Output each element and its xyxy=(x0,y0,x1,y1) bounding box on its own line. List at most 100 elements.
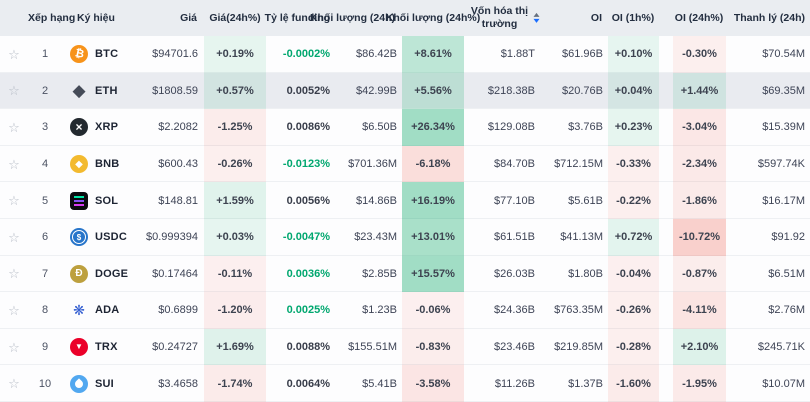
oi-1h-cell: +0.72% xyxy=(608,218,659,256)
market-cap-cell: $77.10B xyxy=(494,194,535,207)
volume-chg-cell: +16.19% xyxy=(402,182,464,219)
sort-icon[interactable] xyxy=(533,13,540,23)
price-chg-cell: -1.25% xyxy=(204,109,266,146)
oi-1h-cell: +0.23% xyxy=(608,109,659,146)
header-oi-24h[interactable]: OI (24h%) xyxy=(674,12,724,24)
rank-cell: 9 xyxy=(41,341,49,354)
star-icon[interactable]: ☆ xyxy=(8,193,20,209)
header-volume[interactable]: Khối lượng (24h) xyxy=(309,12,395,24)
funding-cell: 0.0064% xyxy=(286,377,330,390)
oi-1h-cell: -0.26% xyxy=(608,292,659,329)
symbol-cell[interactable]: ETH xyxy=(62,73,152,110)
table-row[interactable]: ☆ 3 XRP $2.2082 -1.25% 0.0086% $6.50B +2… xyxy=(0,109,810,146)
funding-cell: -0.0002% xyxy=(282,48,330,61)
volume-cell: $14.86B xyxy=(356,194,397,207)
table-row[interactable]: ☆ 7 DOGE $0.17464 -0.11% 0.0036% $2.85B … xyxy=(0,255,810,293)
liquidation-cell: $245.71K xyxy=(757,341,805,354)
doge-icon xyxy=(70,264,88,283)
volume-cell: $6.50B xyxy=(362,121,397,134)
table-row[interactable]: ☆ 5 SOL $148.81 +1.59% 0.0056% $14.86B +… xyxy=(0,182,810,219)
header-oi-1h[interactable]: OI (1h%) xyxy=(611,12,655,24)
table-row[interactable]: ☆ 4 BNB $600.43 -0.26% -0.0123% $701.36M… xyxy=(0,145,810,183)
market-cap-cell: $84.70B xyxy=(494,158,535,171)
star-icon[interactable]: ☆ xyxy=(8,83,20,99)
funding-cell: -0.0123% xyxy=(282,158,330,171)
header-funding[interactable]: Tỷ lệ funding xyxy=(264,12,330,24)
oi-24h-cell: -3.04% xyxy=(659,109,726,146)
star-icon[interactable]: ☆ xyxy=(8,229,20,245)
price-chg-cell: +0.03% xyxy=(204,218,266,256)
star-icon[interactable]: ☆ xyxy=(8,339,20,355)
oi-cell: $3.76B xyxy=(568,121,603,134)
table-row[interactable]: ☆ 2 ETH $1808.59 +0.57% 0.0052% $42.99B … xyxy=(0,72,810,110)
rank-cell: 6 xyxy=(41,231,49,244)
table-row[interactable]: ☆ 6 USDC $0.999394 +0.03% -0.0047% $23.4… xyxy=(0,218,810,256)
oi-cell: $41.13M xyxy=(560,231,603,244)
star-icon[interactable]: ☆ xyxy=(8,376,20,392)
market-cap-cell: $11.26B xyxy=(494,377,535,390)
oi-24h-cell: -1.86% xyxy=(659,182,726,219)
oi-cell: $1.80B xyxy=(568,267,603,280)
rank-cell: 4 xyxy=(41,158,49,171)
funding-cell: 0.0086% xyxy=(286,121,330,134)
star-icon[interactable]: ☆ xyxy=(8,46,20,62)
table-row[interactable]: ☆ 1 BTC $94701.6 +0.19% -0.0002% $86.42B… xyxy=(0,36,810,73)
symbol-cell[interactable]: USDC xyxy=(62,219,152,256)
volume-cell: $23.43M xyxy=(354,231,397,244)
oi-1h-cell: +0.04% xyxy=(608,72,659,110)
table-row[interactable]: ☆ 10 SUI $3.4658 -1.74% 0.0064% $5.41B -… xyxy=(0,365,810,402)
oi-cell: $712.15M xyxy=(554,158,603,171)
symbol-cell[interactable]: XRP xyxy=(62,109,152,146)
star-icon[interactable]: ☆ xyxy=(8,266,20,282)
symbol-cell[interactable]: ADA xyxy=(62,292,152,329)
liquidation-cell: $69.35M xyxy=(762,84,805,97)
table-body: ☆ 1 BTC $94701.6 +0.19% -0.0002% $86.42B… xyxy=(0,36,810,402)
star-icon[interactable]: ☆ xyxy=(8,156,20,172)
price-cell: $600.43 xyxy=(158,158,198,171)
header-market-cap-label: Vốn hóa thị trường xyxy=(470,4,529,30)
table-row[interactable]: ☆ 8 ADA $0.6899 -1.20% 0.0025% $1.23B -0… xyxy=(0,292,810,329)
oi-1h-cell: -0.22% xyxy=(608,182,659,219)
rank-cell: 8 xyxy=(41,304,49,317)
header-market-cap[interactable]: Vốn hóa thị trường xyxy=(469,5,540,31)
oi-cell: $219.85M xyxy=(554,341,603,354)
volume-chg-cell: -6.18% xyxy=(402,145,464,183)
header-price[interactable]: Giá xyxy=(180,12,197,24)
table-row[interactable]: ☆ 9 TRX $0.24727 +1.69% 0.0088% $155.51M… xyxy=(0,328,810,366)
header-rank[interactable]: Xếp hạng xyxy=(28,12,76,24)
market-cap-cell: $24.36B xyxy=(494,304,535,317)
header-symbol[interactable]: Ký hiệu xyxy=(77,12,115,24)
price-cell: $148.81 xyxy=(158,194,198,207)
rank-cell: 10 xyxy=(38,377,52,390)
symbol-cell[interactable]: SOL xyxy=(62,182,152,219)
symbol-cell[interactable]: TRX xyxy=(62,329,152,366)
ada-icon xyxy=(70,301,88,319)
volume-chg-cell: -0.83% xyxy=(402,328,464,366)
header-volume-chg[interactable]: Khối lượng (24h%) xyxy=(385,12,481,24)
liquidation-cell: $70.54M xyxy=(762,48,805,61)
symbol-cell[interactable]: BTC xyxy=(62,36,152,73)
symbol-cell[interactable]: DOGE xyxy=(62,256,152,293)
volume-chg-cell: +26.34% xyxy=(402,109,464,146)
header-liquidation[interactable]: Thanh lý (24h) xyxy=(733,12,805,24)
header-price-chg[interactable]: Giá(24h%) xyxy=(209,12,261,24)
star-icon[interactable]: ☆ xyxy=(8,119,20,135)
symbol-cell[interactable]: BNB xyxy=(62,146,152,183)
funding-cell: 0.0025% xyxy=(286,304,330,317)
star-icon[interactable]: ☆ xyxy=(8,302,20,318)
oi-1h-cell: +0.10% xyxy=(608,36,659,73)
favorite-cell: ☆ xyxy=(0,329,28,366)
volume-cell: $155.51M xyxy=(348,341,397,354)
funding-cell: 0.0052% xyxy=(286,84,330,97)
volume-chg-cell: +15.57% xyxy=(402,255,464,293)
price-cell: $0.24727 xyxy=(152,341,198,354)
favorite-cell: ☆ xyxy=(0,182,28,219)
volume-chg-cell: -0.06% xyxy=(402,292,464,329)
header-oi[interactable]: OI xyxy=(590,12,602,24)
volume-cell: $86.42B xyxy=(356,48,397,61)
symbol-cell[interactable]: SUI xyxy=(62,365,152,402)
funding-cell: 0.0036% xyxy=(286,267,330,280)
symbol-label: SOL xyxy=(95,194,119,207)
price-chg-cell: +1.69% xyxy=(204,328,266,366)
